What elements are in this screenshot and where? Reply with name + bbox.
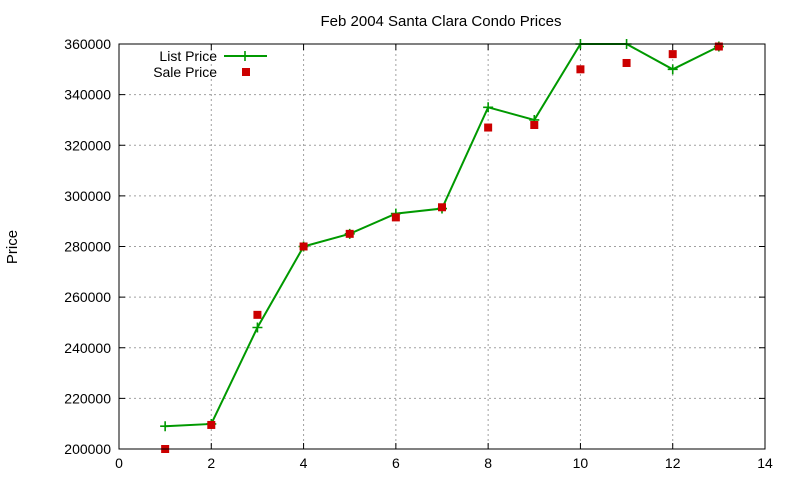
y-axis-label: Price: [4, 230, 21, 264]
list-price-line: [165, 43, 720, 428]
grid: [119, 44, 765, 449]
sale-price-point: [345, 229, 354, 238]
list-price-point: [483, 102, 494, 113]
list-price-point: [667, 64, 678, 75]
sale-price-point: [207, 420, 216, 429]
y-tick-label: 280000: [64, 239, 111, 255]
sale-price-point: [530, 121, 539, 129]
x-tick-label: 0: [115, 455, 123, 471]
y-tick-label: 340000: [64, 87, 111, 103]
sale-price-point: [714, 42, 723, 51]
sale-price-point: [668, 50, 677, 59]
sale-price-point: [253, 310, 262, 319]
sale-price-point: [622, 58, 631, 67]
y-tick-label: 300000: [64, 188, 111, 204]
y-tick-label: 200000: [64, 441, 111, 457]
x-tick-label: 14: [757, 455, 773, 471]
x-tick-label: 10: [573, 455, 589, 471]
y-tick-label: 360000: [64, 36, 111, 52]
x-tick-label: 8: [484, 455, 492, 471]
sale-price-point: [576, 65, 585, 74]
legend-label: List Price: [159, 48, 217, 64]
chart-title: Feb 2004 Santa Clara Condo Prices: [321, 13, 562, 30]
x-tick-label: 4: [300, 455, 308, 471]
sale-price-point: [391, 213, 400, 222]
legend-swatch-plus: [240, 51, 250, 61]
y-tick-label: 220000: [64, 390, 111, 406]
plot-frame: [118, 43, 766, 450]
x-tick-label: 2: [207, 455, 215, 471]
sale-price-point: [438, 203, 446, 212]
list-price-point: [160, 421, 171, 432]
x-tick-label: 12: [665, 455, 681, 471]
x-tick-label: 6: [392, 455, 400, 471]
sale-price-point: [484, 123, 493, 132]
legend-label: Sale Price: [153, 64, 217, 80]
list-price-point: [252, 322, 263, 333]
sale-price-point: [299, 242, 308, 251]
legend-swatch-square: [242, 68, 250, 76]
axis-ticks: 0 2 4 6 8 10 12 14 200000 220000 240000 260000 28000…: [64, 36, 773, 471]
y-tick-label: 320000: [64, 137, 111, 153]
y-tick-label: 240000: [64, 340, 111, 356]
y-tick-label: 260000: [64, 289, 111, 305]
